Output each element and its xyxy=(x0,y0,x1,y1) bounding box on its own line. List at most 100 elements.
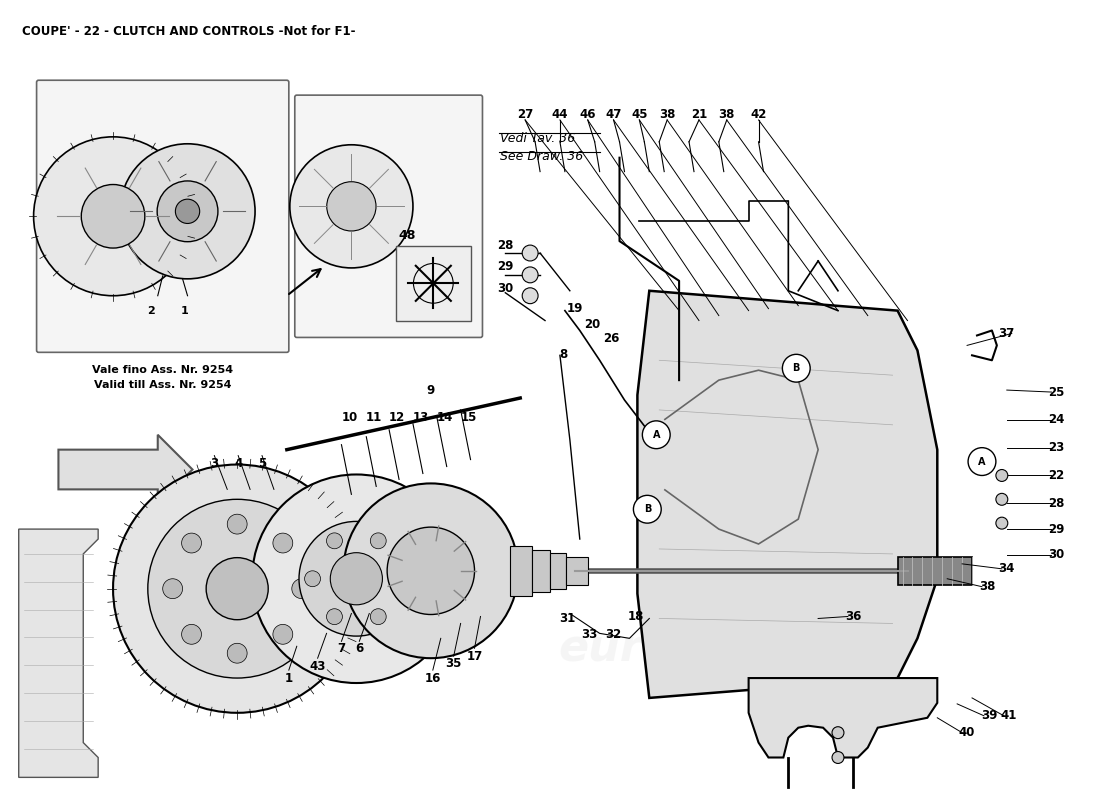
Text: 2: 2 xyxy=(147,306,155,316)
Circle shape xyxy=(642,421,670,449)
Circle shape xyxy=(34,137,192,296)
Text: 30: 30 xyxy=(497,282,514,295)
Text: 40: 40 xyxy=(959,726,976,739)
Text: Vale fino Ass. Nr. 9254
Valid till Ass. Nr. 9254: Vale fino Ass. Nr. 9254 Valid till Ass. … xyxy=(92,366,233,390)
Text: Vedi Tav. 36: Vedi Tav. 36 xyxy=(500,132,575,145)
Text: 6: 6 xyxy=(355,642,363,654)
Text: eurospares: eurospares xyxy=(161,567,442,610)
Text: 41: 41 xyxy=(1001,710,1018,722)
Bar xyxy=(898,557,972,585)
Text: 38: 38 xyxy=(659,107,675,121)
Circle shape xyxy=(393,571,408,586)
Circle shape xyxy=(371,533,386,549)
Text: 18: 18 xyxy=(627,610,644,623)
Text: 13: 13 xyxy=(412,411,429,424)
Text: A: A xyxy=(978,457,986,466)
Text: 5: 5 xyxy=(257,457,266,470)
Text: 9: 9 xyxy=(427,383,434,397)
Polygon shape xyxy=(19,529,98,778)
Text: 45: 45 xyxy=(631,107,648,121)
Text: 39: 39 xyxy=(981,710,997,722)
Text: 27: 27 xyxy=(517,107,534,121)
Circle shape xyxy=(113,465,361,713)
Circle shape xyxy=(175,199,200,223)
Circle shape xyxy=(81,185,145,248)
Circle shape xyxy=(147,499,327,678)
Circle shape xyxy=(343,483,518,658)
Text: 26: 26 xyxy=(604,332,619,345)
Text: 30: 30 xyxy=(1048,549,1065,562)
Text: 38: 38 xyxy=(979,580,996,593)
Text: 42: 42 xyxy=(750,107,767,121)
Circle shape xyxy=(387,527,474,614)
Circle shape xyxy=(273,624,293,644)
Text: 44: 44 xyxy=(552,107,569,121)
Circle shape xyxy=(522,267,538,283)
Text: 17: 17 xyxy=(466,650,483,662)
Text: 28: 28 xyxy=(497,238,514,251)
Text: 24: 24 xyxy=(1048,414,1065,426)
Circle shape xyxy=(522,245,538,261)
Circle shape xyxy=(292,578,311,598)
Polygon shape xyxy=(749,678,937,758)
Text: COUPE' - 22 - CLUTCH AND CONTROLS -Not for F1-: COUPE' - 22 - CLUTCH AND CONTROLS -Not f… xyxy=(22,25,355,38)
Circle shape xyxy=(163,578,183,598)
Circle shape xyxy=(182,533,201,553)
Text: 29: 29 xyxy=(1048,522,1065,535)
Polygon shape xyxy=(58,434,192,504)
Circle shape xyxy=(371,609,386,625)
Text: 46: 46 xyxy=(580,107,596,121)
Text: 47: 47 xyxy=(605,107,621,121)
Text: 19: 19 xyxy=(566,302,583,315)
Text: 1: 1 xyxy=(285,671,293,685)
Circle shape xyxy=(522,288,538,304)
Bar xyxy=(396,246,471,321)
Circle shape xyxy=(299,522,414,636)
Polygon shape xyxy=(637,290,937,698)
Text: 20: 20 xyxy=(584,318,601,331)
Bar xyxy=(550,553,565,589)
Text: 36: 36 xyxy=(845,610,861,623)
Text: 4: 4 xyxy=(234,457,242,470)
Text: 48: 48 xyxy=(398,229,416,242)
Text: 32: 32 xyxy=(605,628,621,641)
Text: 28: 28 xyxy=(1048,497,1065,510)
Text: 37: 37 xyxy=(999,327,1015,340)
Text: 34: 34 xyxy=(999,562,1015,575)
Circle shape xyxy=(832,726,844,738)
Text: 11: 11 xyxy=(366,411,383,424)
Text: 3: 3 xyxy=(210,457,219,470)
Text: 38: 38 xyxy=(718,107,735,121)
Text: eurospares: eurospares xyxy=(559,626,839,670)
Bar xyxy=(510,546,532,596)
Text: 25: 25 xyxy=(1048,386,1065,398)
Text: 31: 31 xyxy=(559,612,575,625)
Circle shape xyxy=(327,609,342,625)
Circle shape xyxy=(634,495,661,523)
Text: 21: 21 xyxy=(691,107,707,121)
Circle shape xyxy=(252,474,461,683)
Circle shape xyxy=(832,751,844,763)
Text: 23: 23 xyxy=(1048,441,1065,454)
Circle shape xyxy=(327,533,342,549)
Circle shape xyxy=(330,553,383,605)
Circle shape xyxy=(996,470,1008,482)
Text: 7: 7 xyxy=(338,642,345,654)
Circle shape xyxy=(289,145,412,268)
Text: 22: 22 xyxy=(1048,469,1065,482)
Text: 15: 15 xyxy=(461,411,476,424)
Circle shape xyxy=(182,624,201,644)
Text: A: A xyxy=(652,430,660,440)
Circle shape xyxy=(327,182,376,231)
FancyBboxPatch shape xyxy=(295,95,483,338)
Text: 16: 16 xyxy=(425,671,441,685)
Circle shape xyxy=(996,517,1008,529)
Text: 43: 43 xyxy=(309,660,326,673)
Text: See Draw. 36: See Draw. 36 xyxy=(500,150,584,162)
Text: 12: 12 xyxy=(389,411,405,424)
Circle shape xyxy=(305,571,320,586)
Text: 35: 35 xyxy=(446,657,462,670)
Circle shape xyxy=(782,354,811,382)
Text: 1: 1 xyxy=(180,306,188,316)
Bar xyxy=(532,550,550,592)
